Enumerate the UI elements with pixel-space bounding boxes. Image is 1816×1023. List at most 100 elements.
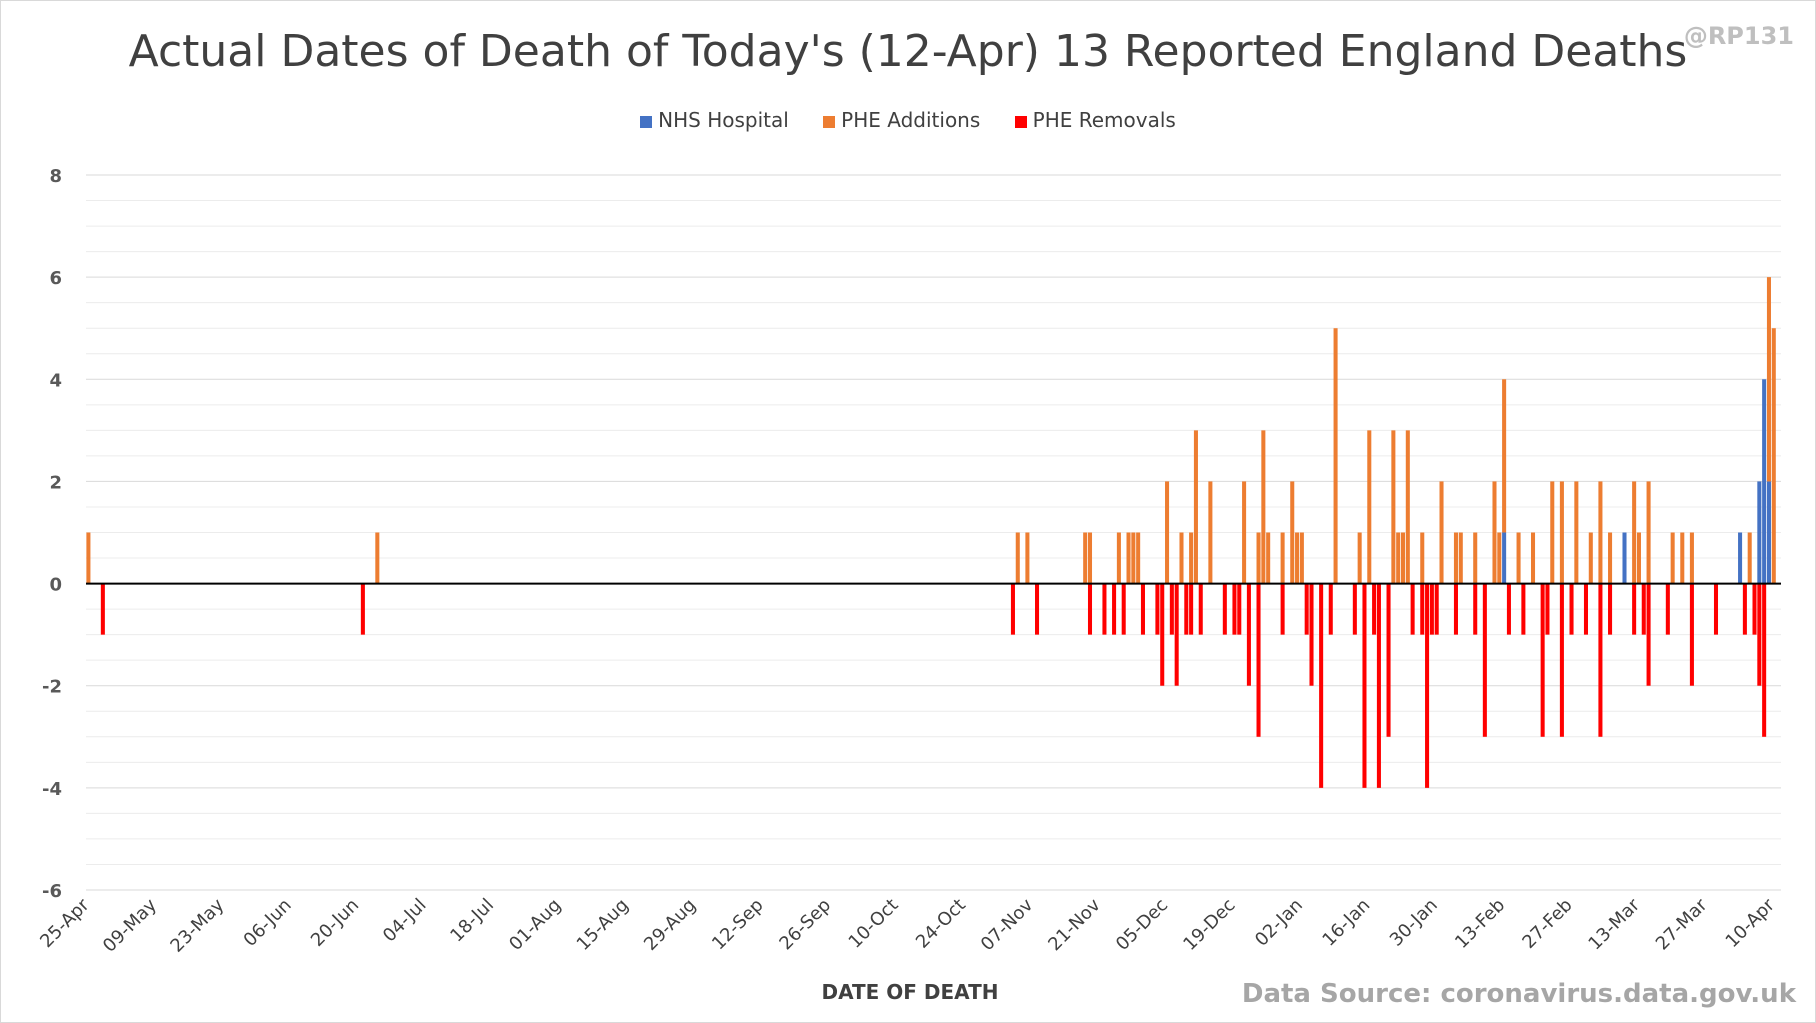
bar-phe-additions (1165, 481, 1170, 584)
data-source-note: Data Source: coronavirus.data.gov.uk (1241, 979, 1796, 1009)
x-tick-label: 13-Mar (1584, 894, 1644, 954)
bar-phe-removals (1453, 583, 1458, 635)
bar-phe-removals (1689, 583, 1694, 686)
bar-phe-removals (1410, 583, 1415, 635)
bar-phe-removals (1742, 583, 1747, 635)
bar-phe-removals (1280, 583, 1285, 635)
bar-phe-additions (1530, 532, 1536, 584)
bar-phe-additions (1405, 430, 1410, 584)
bar-phe-removals (1174, 583, 1179, 686)
bar-phe-additions (1680, 532, 1685, 584)
bar-phe-additions (1608, 532, 1613, 584)
bar-phe-removals (1598, 583, 1603, 737)
bar-phe-additions (1420, 532, 1425, 584)
bar-phe-removals (1232, 583, 1237, 635)
bar-phe-removals (1309, 583, 1314, 686)
bar-phe-removals (1112, 583, 1117, 635)
x-tick-label: 02-Jan (1251, 895, 1307, 951)
bar-phe-removals (1434, 583, 1439, 635)
x-tick-label: 09-May (99, 894, 161, 956)
bar-phe-removals (1540, 583, 1545, 737)
bar-phe-additions (1632, 481, 1637, 584)
bar-phe-removals (1246, 583, 1251, 686)
x-tick-label: 23-May (166, 894, 228, 956)
bar-phe-removals (1752, 583, 1757, 635)
x-tick-label: 30-Jan (1386, 895, 1442, 951)
bar-phe-additions (1208, 481, 1213, 584)
bar-phe-additions (1458, 532, 1463, 584)
bar-phe-additions (1280, 532, 1285, 584)
bar-phe-additions (1396, 532, 1401, 584)
bar-phe-removals (1429, 583, 1434, 635)
bar-phe-additions (1333, 328, 1338, 584)
x-tick-label: 13-Feb (1451, 895, 1509, 953)
bar-phe-removals (100, 583, 105, 635)
bar-phe-removals (1304, 583, 1309, 635)
bar-phe-additions (1357, 532, 1362, 584)
bar-phe-removals (1140, 583, 1145, 635)
x-tick-label: 20-Jun (307, 895, 363, 951)
bars (86, 277, 1776, 788)
bar-phe-removals (1608, 583, 1613, 635)
bar-phe-additions (1453, 532, 1458, 584)
bar-phe-removals (1545, 583, 1550, 635)
x-tick-label: 10-Oct (845, 895, 903, 953)
bar-phe-removals (1521, 583, 1526, 635)
bar-phe-removals (1757, 583, 1762, 686)
bar-phe-additions (1439, 481, 1444, 584)
bar-phe-removals (1352, 583, 1357, 635)
x-tick-label: 27-Feb (1518, 895, 1576, 953)
bar-phe-removals (1237, 583, 1242, 635)
y-tick-label: -4 (42, 779, 62, 800)
bar-phe-additions (1400, 532, 1406, 584)
chart-legend: NHS Hospital PHE Additions PHE Removals (0, 108, 1816, 132)
x-tick-label: 01-Aug (505, 895, 565, 955)
bar-phe-removals (1713, 583, 1719, 635)
bar-phe-removals (1222, 583, 1227, 635)
bar-phe-removals (1102, 583, 1107, 635)
watermark: @RP131 (1683, 22, 1794, 50)
x-tick-label: 04-Jul (379, 895, 431, 947)
bar-phe-additions (1025, 532, 1030, 584)
bar-phe-additions (1598, 481, 1603, 584)
x-tick-label: 29-Aug (640, 895, 700, 955)
gridlines (86, 174, 1781, 891)
bar-phe-removals (1160, 583, 1165, 686)
bar-nhs-hospital (1502, 532, 1507, 584)
bar-phe-additions (1256, 532, 1261, 584)
bar-nhs-hospital (1738, 532, 1743, 584)
bar-phe-additions (1473, 532, 1478, 584)
y-tick-label: -2 (42, 677, 62, 698)
bar-phe-additions (1492, 481, 1497, 584)
x-tick-label: 18-Jul (446, 895, 498, 947)
bar-phe-removals (1425, 583, 1430, 788)
bar-phe-additions (1299, 532, 1304, 584)
bar-phe-removals (1198, 583, 1203, 635)
bar-phe-removals (1121, 583, 1126, 635)
legend-item-nhs-hospital: NHS Hospital (640, 108, 789, 132)
bar-phe-removals (1482, 583, 1487, 737)
bar-phe-additions (1689, 532, 1694, 584)
bar-phe-additions (1574, 481, 1579, 584)
x-tick-label: 24-Oct (912, 895, 970, 953)
bar-phe-additions (1636, 532, 1641, 584)
bar-phe-removals (1328, 583, 1333, 635)
bar-phe-additions (1670, 532, 1675, 584)
y-tick-label: 0 (49, 575, 62, 596)
bar-phe-additions (1126, 532, 1131, 584)
legend-label-removals: PHE Removals (1032, 108, 1176, 132)
x-tick-label: 15-Aug (573, 895, 633, 955)
bar-phe-additions (1747, 532, 1752, 584)
x-tick-label: 05-Dec (1112, 895, 1172, 955)
legend-swatch-additions (823, 116, 836, 128)
legend-item-phe-additions: PHE Additions (823, 108, 980, 132)
y-tick-label: 2 (49, 472, 62, 493)
bar-phe-removals (1184, 583, 1189, 635)
bar-phe-removals (1155, 583, 1160, 635)
bar-phe-additions (1516, 532, 1521, 584)
bar-phe-removals (1386, 583, 1391, 737)
bar-phe-additions (1015, 532, 1020, 584)
bar-phe-additions (1266, 532, 1271, 584)
bar-phe-additions (1189, 532, 1194, 584)
bar-phe-removals (1319, 583, 1324, 788)
